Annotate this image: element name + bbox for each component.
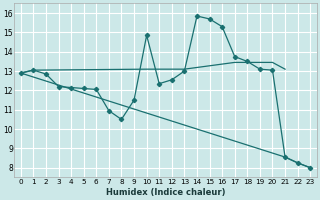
X-axis label: Humidex (Indice chaleur): Humidex (Indice chaleur) [106, 188, 225, 197]
